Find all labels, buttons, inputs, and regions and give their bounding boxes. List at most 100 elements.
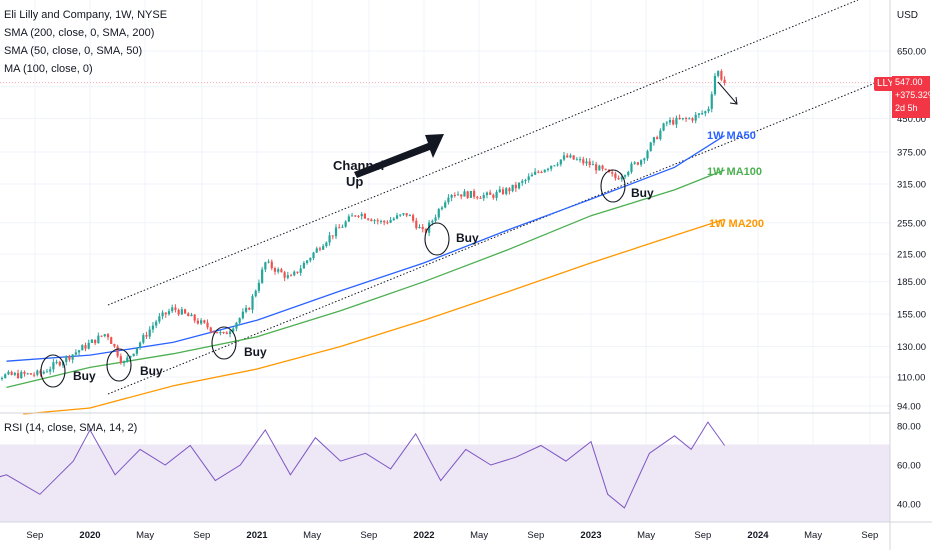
candle-body xyxy=(431,220,434,223)
candle-body xyxy=(216,332,219,334)
candle-body xyxy=(460,194,463,197)
buy-label-5: Buy xyxy=(631,186,654,200)
candle-body xyxy=(411,215,415,221)
price-tag-price: 547.00 xyxy=(895,77,923,87)
rsi-band-area xyxy=(0,444,890,522)
price-tag-change: +375.32% xyxy=(895,90,932,100)
candle-body xyxy=(293,271,296,276)
rsi-polyline xyxy=(0,421,726,509)
channel-arrow xyxy=(354,134,444,178)
candle-body xyxy=(16,373,20,379)
candle-body xyxy=(106,334,110,338)
candle-body xyxy=(588,161,591,166)
candle-body xyxy=(517,182,521,189)
candle-body xyxy=(591,164,595,166)
candle-body xyxy=(418,226,421,229)
candle-body xyxy=(668,120,672,123)
candle-body xyxy=(566,155,569,158)
candle-body xyxy=(312,252,315,259)
candle-body xyxy=(498,189,501,193)
candle-body xyxy=(440,207,444,210)
candle-body xyxy=(203,320,206,323)
candle-body xyxy=(688,118,691,120)
target-arrow xyxy=(717,81,738,105)
candle-body xyxy=(530,174,534,177)
candle-body xyxy=(222,331,225,333)
candle-body xyxy=(68,356,71,360)
candle-body xyxy=(126,357,129,362)
candle-body xyxy=(129,355,132,358)
buy-label-2: Buy xyxy=(140,364,163,378)
candle-body xyxy=(196,320,200,324)
candle-body xyxy=(614,173,617,179)
candle-body xyxy=(550,165,553,169)
y-tick-label: 130.00 xyxy=(897,342,926,353)
candle-body xyxy=(373,220,376,222)
candle-body xyxy=(29,373,33,375)
candle-body xyxy=(456,194,460,196)
candle-body xyxy=(318,248,322,250)
ma100-line xyxy=(6,169,725,389)
candle-body xyxy=(534,171,537,175)
candle-body xyxy=(434,217,437,221)
candle-body xyxy=(36,370,39,375)
candle-body xyxy=(505,188,508,194)
candle-body xyxy=(33,374,36,376)
candle-body xyxy=(90,339,94,343)
candle-body xyxy=(273,268,277,272)
candle-body xyxy=(672,120,675,125)
candle-body xyxy=(161,312,164,317)
candle-body xyxy=(524,179,527,182)
candle-body xyxy=(315,248,318,253)
candle-body xyxy=(212,331,216,333)
candle-body xyxy=(527,176,530,180)
candle-body xyxy=(171,307,174,312)
indicator-ma100[interactable]: MA (100, close, 0) xyxy=(4,63,93,75)
x-tick-label: Sep xyxy=(360,530,377,541)
y-tick-label: 255.00 xyxy=(897,218,926,229)
candle-body xyxy=(235,322,238,329)
candle-body xyxy=(611,172,614,174)
candle-body xyxy=(200,320,203,324)
candle-body xyxy=(562,155,566,160)
price-tag-box: 547.00 +375.32% 2d 5h xyxy=(892,76,932,118)
candle-body xyxy=(569,155,572,158)
candle-body xyxy=(206,322,209,328)
y-tick-label: 215.00 xyxy=(897,250,926,261)
candle-body xyxy=(286,275,289,278)
candle-body xyxy=(360,213,363,217)
candle-body xyxy=(55,361,58,363)
candle-body xyxy=(277,269,280,272)
x-tick-label: Sep xyxy=(694,530,711,541)
indicator-sma200[interactable]: SMA (200, close, 0, SMA, 200) xyxy=(4,27,155,39)
candle-body xyxy=(177,309,180,315)
candle-body xyxy=(598,165,601,171)
candle-body xyxy=(331,235,334,237)
candle-body xyxy=(110,337,113,345)
rsi-title[interactable]: RSI (14, close, SMA, 14, 2) xyxy=(4,422,138,434)
x-tick-label: 2024 xyxy=(747,530,769,541)
x-tick-label: Sep xyxy=(527,530,544,541)
candle-body xyxy=(537,171,540,173)
candle-body xyxy=(713,75,717,95)
candle-body xyxy=(521,181,524,183)
ma200-label: 1W MA200 xyxy=(709,218,764,230)
candle-body xyxy=(74,352,77,355)
candle-body xyxy=(0,378,4,380)
candle-body xyxy=(187,313,190,317)
candle-body xyxy=(543,169,546,173)
x-tick-label: May xyxy=(637,530,655,541)
candle-body xyxy=(514,184,517,189)
candle-body xyxy=(103,334,106,337)
grid-lines xyxy=(0,0,890,522)
time-axis-corner[interactable] xyxy=(890,524,932,550)
indicator-sma50[interactable]: SMA (50, close, 0, SMA, 50) xyxy=(4,45,143,57)
candle-body xyxy=(392,218,395,221)
y-tick-label: 315.00 xyxy=(897,179,926,190)
ma200-line xyxy=(23,218,725,415)
currency-label[interactable]: USD xyxy=(896,10,918,21)
x-tick-label: Sep xyxy=(26,530,43,541)
candle-body xyxy=(633,162,636,164)
candle-body xyxy=(306,260,309,263)
candle-body xyxy=(511,184,514,192)
